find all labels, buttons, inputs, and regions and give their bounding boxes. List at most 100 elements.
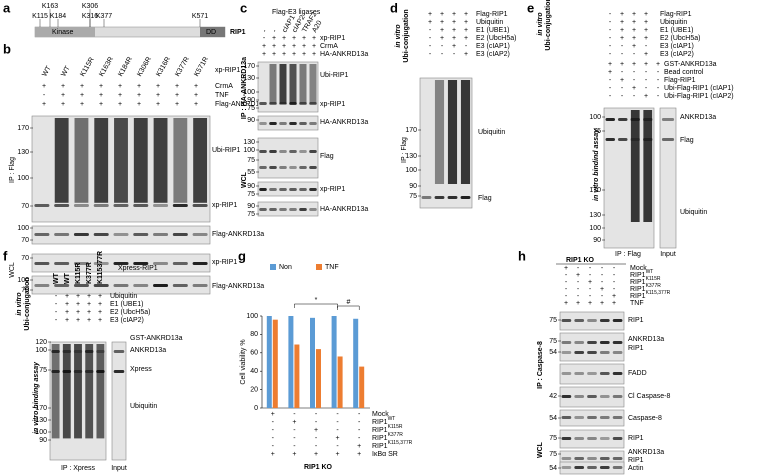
group-label: IP : Caspase-8 <box>537 341 544 389</box>
sign: + <box>302 51 306 58</box>
blot-band <box>599 416 610 419</box>
side-label: in vitro bindind assay <box>593 128 600 201</box>
blot-band <box>269 102 277 105</box>
condition-label: E3 (cIAP2) <box>476 51 510 58</box>
label-sup: WT <box>388 416 396 422</box>
mw-marker: 100 <box>405 167 417 174</box>
band-label: RIP1 <box>628 317 644 324</box>
mw-marker: 100 <box>589 114 601 121</box>
mw-marker: 130 <box>243 75 255 82</box>
blot-band <box>34 284 50 287</box>
blot-band <box>62 350 72 353</box>
sign: + <box>80 83 84 90</box>
lane-label: WT <box>53 272 60 284</box>
sign: + <box>644 27 648 34</box>
label-base: RIP1 <box>630 279 646 286</box>
sign: - <box>441 51 444 58</box>
sign: - <box>358 419 361 426</box>
mw-marker: 54 <box>549 349 557 356</box>
band-label: HA-ANKRD13a <box>320 206 368 213</box>
sign: - <box>55 301 58 308</box>
blot-band <box>133 204 149 207</box>
sign: - <box>565 279 568 286</box>
blot-band <box>93 262 109 265</box>
panel-letter: c <box>240 0 247 15</box>
blot-band <box>269 122 277 125</box>
blot-band <box>54 262 70 265</box>
sign: + <box>76 293 80 300</box>
blot-band <box>289 102 297 105</box>
smear <box>133 118 148 203</box>
sign: - <box>609 77 612 84</box>
condition-label: E3 (cIAP1) <box>476 43 510 50</box>
blot-band <box>561 416 572 419</box>
condition-label: RIP1K115R <box>630 276 661 286</box>
sign: - <box>577 293 580 300</box>
sign: - <box>55 293 58 300</box>
mw-marker: 42 <box>549 393 557 400</box>
sign: + <box>292 43 296 50</box>
site-label: K184 <box>50 13 66 20</box>
blot-band <box>96 370 105 373</box>
band-label: ANKRD13a <box>680 114 716 121</box>
condition-label: xp-RIP1 <box>320 35 345 42</box>
sign: + <box>632 27 636 34</box>
blot-band <box>269 150 277 153</box>
blot-band <box>574 457 585 460</box>
sign: + <box>65 301 69 308</box>
sign: + <box>65 293 69 300</box>
mw-marker: 170 <box>17 125 29 132</box>
sign: + <box>464 11 468 18</box>
mw-marker: 100 <box>17 277 29 284</box>
band-label: FADD <box>628 370 647 377</box>
sign: + <box>600 286 604 293</box>
blot-band <box>172 284 188 287</box>
lane-label: K184R <box>117 56 134 78</box>
sign: + <box>42 83 46 90</box>
band-label: xp-RIP1 <box>212 259 237 266</box>
sign: - <box>429 35 432 42</box>
sign: + <box>428 11 432 18</box>
mw-marker: 75 <box>247 157 255 164</box>
blot-band <box>612 351 623 354</box>
blot-band <box>643 138 653 141</box>
condition-label: Mock <box>372 411 389 418</box>
lane-label: K306R <box>136 56 153 78</box>
sign: + <box>99 83 103 90</box>
mw-marker: 75 <box>549 451 557 458</box>
blot-band <box>460 196 471 199</box>
blot-band <box>133 233 149 236</box>
sign: + <box>87 317 91 324</box>
mw-marker: 170 <box>589 187 601 194</box>
smear <box>460 80 471 184</box>
blot <box>31 225 211 245</box>
condition-label: GST-ANKRD13a <box>130 335 183 342</box>
sign: + <box>137 101 141 108</box>
sign: + <box>576 272 580 279</box>
mw-marker: 170 <box>243 63 255 70</box>
sign: + <box>608 61 612 68</box>
sign: - <box>601 293 604 300</box>
condition-label: Bead control <box>664 69 704 76</box>
blot-band <box>574 416 585 419</box>
smear <box>269 64 277 104</box>
y-tick-label: 20 <box>250 386 258 393</box>
sign: + <box>440 19 444 26</box>
sign: - <box>465 43 468 50</box>
blot-band <box>279 102 287 105</box>
blot-band <box>279 166 287 169</box>
label-sup: K115,377R <box>388 440 413 446</box>
footer-label: IP : Xpress <box>61 465 96 472</box>
mw-marker: 90 <box>247 203 255 210</box>
sign: + <box>644 35 648 42</box>
blot-band <box>612 466 623 469</box>
sign: - <box>609 19 612 26</box>
blot-band <box>172 262 188 265</box>
mw-marker: 170 <box>35 405 47 412</box>
sign: + <box>98 293 102 300</box>
sign: - <box>657 93 660 100</box>
sign: - <box>315 435 318 442</box>
sign: - <box>589 265 592 272</box>
sign: + <box>464 27 468 34</box>
blot-band <box>587 416 597 419</box>
